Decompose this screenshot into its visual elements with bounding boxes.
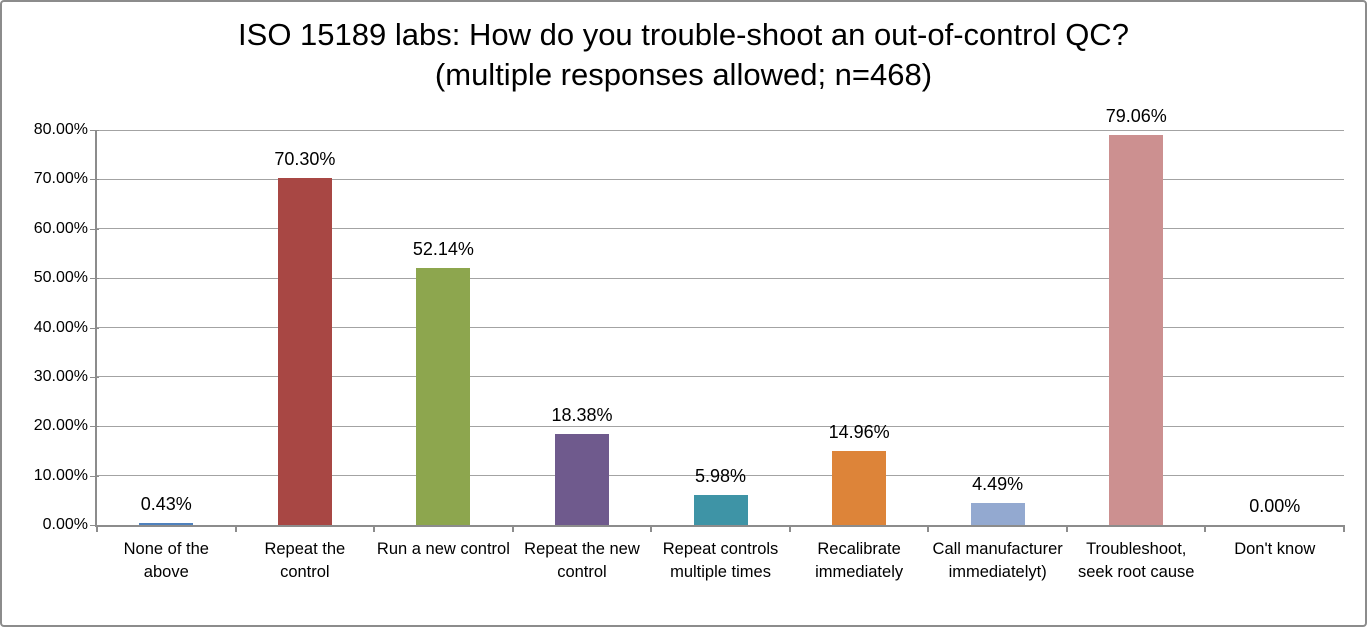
value-label: 5.98%: [695, 466, 747, 487]
bar: [277, 177, 332, 525]
x-category-label: Don't know: [1234, 540, 1316, 558]
y-axis-labels: 0.00% 10.00% 20.00% 30.00% 40.00% 50.00% 60.00…: [2, 121, 88, 533]
x-axis-labels: None of the above Repeat the control Run a…: [97, 538, 1344, 584]
x-category-label: Recalibrate immediately: [815, 540, 904, 581]
value-label: 0.00%: [1249, 496, 1301, 516]
x-tick-mark: [234, 525, 237, 532]
y-tick-label: 80.00%: [33, 121, 88, 138]
value-label: 70.30%: [274, 148, 336, 169]
gridline: [97, 425, 1344, 427]
gridline: [97, 129, 1344, 131]
bar-slot: 0.00%: [1206, 130, 1345, 525]
x-category-label: Run a new control: [376, 540, 510, 558]
y-tick-label: 40.00%: [33, 318, 88, 336]
value-label: 79.06%: [1105, 105, 1167, 126]
x-category-label: Call manufacturer immediatelyt): [932, 540, 1063, 581]
bar: [970, 502, 1025, 525]
bar: [832, 451, 887, 525]
bar: [416, 267, 471, 525]
chart-title-block: ISO 15189 labs: How do you trouble-shoot…: [2, 15, 1365, 95]
x-category-label: Repeat the control: [264, 540, 346, 581]
x-tick-mark: [1204, 525, 1207, 532]
x-tick-mark: [1065, 525, 1068, 532]
x-category-label: Repeat controls multiple times: [662, 540, 779, 581]
x-axis-line: [95, 525, 1344, 527]
value-label: 18.38%: [551, 405, 613, 426]
gridline: [97, 327, 1344, 328]
y-tick-mark: [90, 525, 99, 526]
bar: [693, 495, 748, 525]
gridline: [97, 178, 1344, 180]
bar-slot: 0.43%: [97, 130, 236, 525]
bar-slot: 52.14%: [374, 130, 513, 525]
bar-slot: 79.06%: [1067, 106, 1206, 525]
y-tick-label: 0.00%: [42, 516, 88, 533]
bar: [554, 434, 609, 525]
y-tick-label: 30.00%: [33, 367, 88, 385]
bar-slot: 4.49%: [928, 130, 1067, 525]
bar-slot: 70.30%: [236, 130, 375, 525]
gridline: [97, 277, 1344, 279]
bar: [139, 522, 194, 525]
x-tick-mark: [788, 525, 791, 532]
bar-slot: 18.38%: [513, 130, 652, 525]
x-category-label: Repeat the new control: [524, 540, 640, 581]
y-tick-label: 10.00%: [33, 466, 88, 484]
gridline: [97, 475, 1344, 477]
y-tick-label: 20.00%: [33, 417, 88, 435]
x-tick-mark: [1343, 525, 1345, 532]
x-tick-mark: [650, 525, 653, 532]
value-label: 0.43%: [140, 493, 192, 514]
gridline: [97, 376, 1344, 378]
y-tick-label: 70.00%: [33, 170, 88, 188]
gridline: [97, 228, 1344, 230]
x-tick-mark: [511, 525, 514, 532]
value-label: 52.14%: [412, 238, 474, 259]
y-tick-label: 50.00%: [33, 269, 88, 287]
chart-title: ISO 15189 labs: How do you trouble-shoot…: [238, 17, 1129, 52]
x-tick-mark: [373, 525, 376, 532]
x-category-label: None of the above: [123, 540, 209, 581]
plot-area: 0.43% 70.30% 52.14% 18.38% 5.98% 14.96% 4.49% 7…: [97, 106, 1345, 525]
bar-slot: 14.96%: [790, 130, 929, 525]
bar-slot: 5.98%: [651, 130, 790, 525]
chart-subtitle: (multiple responses allowed; n=468): [434, 57, 933, 92]
x-tick-mark: [927, 525, 930, 532]
x-category-label: Troubleshoot, seek root cause: [1077, 540, 1195, 581]
bar-series: 0.43% 70.30% 52.14% 18.38% 5.98% 14.96% 4.49% 7…: [97, 106, 1345, 525]
value-label: 14.96%: [828, 422, 890, 443]
value-label: 4.49%: [972, 473, 1024, 494]
x-tick-mark: [96, 525, 98, 532]
y-tick-label: 60.00%: [33, 219, 88, 237]
bar: [1109, 134, 1164, 525]
